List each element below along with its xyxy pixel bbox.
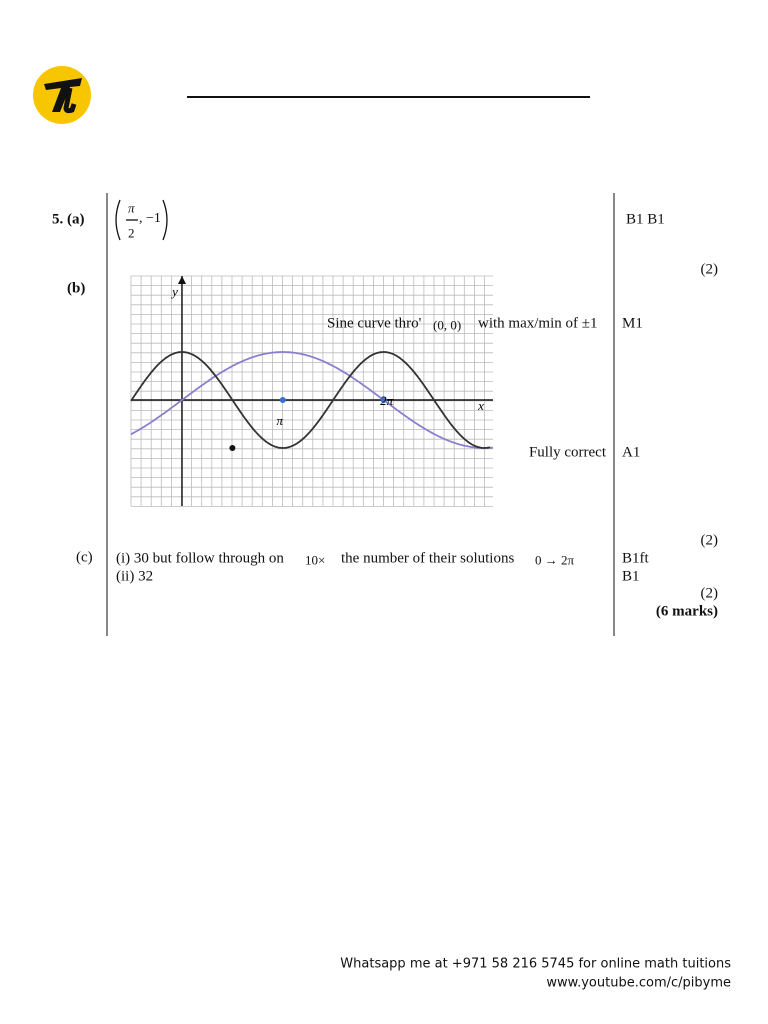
answer: the number of their solutions bbox=[341, 550, 515, 567]
point bbox=[380, 397, 387, 403]
grand-total: (6 marks) bbox=[655, 603, 718, 620]
criterion: Sine curve thro' bbox=[327, 315, 422, 332]
denominator: 2 bbox=[128, 225, 135, 241]
footer-text: www.youtube.com/c/pibyme bbox=[546, 975, 731, 991]
part-label: (c) bbox=[76, 549, 93, 566]
axis-label: y bbox=[170, 284, 178, 299]
sine-curve bbox=[130, 351, 494, 449]
answer: , −1 bbox=[139, 211, 161, 226]
criterion: (0, 0) bbox=[433, 317, 462, 333]
criterion: with max/min of ±1 bbox=[478, 315, 598, 332]
numerator: π bbox=[128, 200, 135, 216]
subtotal: (2) bbox=[700, 532, 719, 549]
logo bbox=[33, 66, 91, 124]
mark: B1 B1 bbox=[626, 211, 665, 228]
subtotal: (2) bbox=[700, 585, 719, 602]
point bbox=[279, 397, 286, 403]
answer: 0 → 2π bbox=[535, 552, 575, 568]
arrow bbox=[178, 276, 186, 284]
part-label: 5. (a) bbox=[52, 211, 85, 228]
footer-text: Whatsapp me at +971 58 216 5745 for onli… bbox=[340, 956, 731, 972]
part-label: (b) bbox=[67, 280, 86, 297]
mark: M1 bbox=[622, 315, 643, 332]
answer: (ii) 32 bbox=[116, 568, 154, 585]
subtotal: (2) bbox=[700, 261, 719, 278]
answer: 10× bbox=[305, 552, 326, 568]
axis-label: 2π bbox=[380, 393, 394, 408]
mark: A1 bbox=[622, 444, 641, 461]
graph: y x π 2π bbox=[130, 275, 494, 507]
axis-label: x bbox=[477, 398, 484, 413]
bracket bbox=[115, 199, 168, 241]
mark: B1 bbox=[622, 568, 640, 585]
answer: (i) 30 but follow through on bbox=[116, 550, 284, 567]
axis-label: π bbox=[277, 413, 284, 428]
mark: B1ft bbox=[622, 550, 649, 567]
point bbox=[229, 445, 236, 451]
criterion: Fully correct bbox=[528, 444, 606, 461]
cosine-curve bbox=[130, 351, 491, 449]
